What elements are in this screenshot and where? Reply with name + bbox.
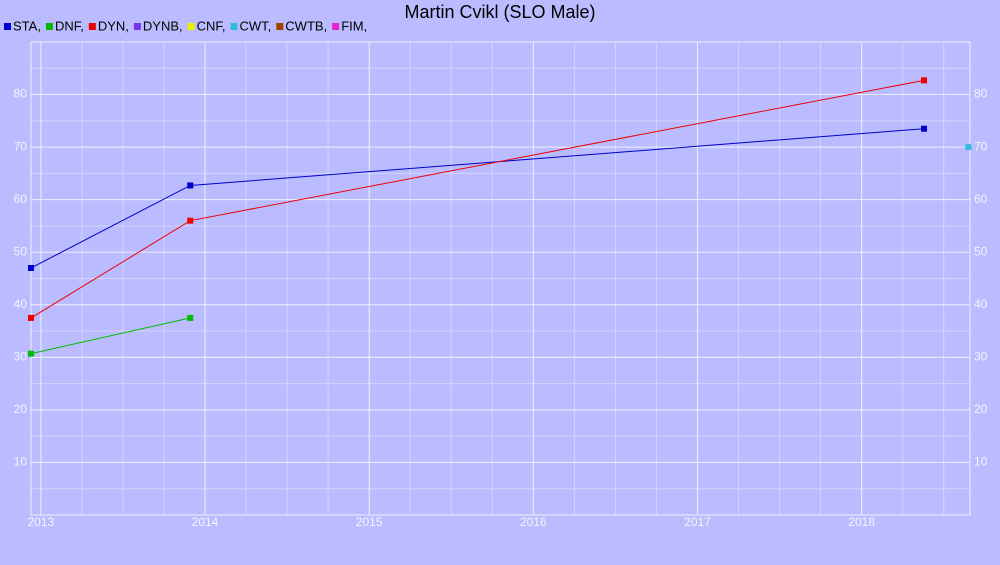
data-point (28, 264, 34, 271)
y-tick-label: 70 (14, 139, 28, 153)
y-tick-label: 40 (14, 297, 28, 311)
data-point (965, 144, 972, 151)
plot-border (30, 41, 971, 516)
legend-label: FIM, (341, 18, 367, 33)
y-tick-label-right: 40 (974, 297, 988, 311)
x-tick-label: 2017 (684, 515, 711, 529)
legend-label: DYNB, (143, 18, 183, 33)
legend-label: CWT, (240, 18, 272, 33)
y-tick-label: 50 (14, 244, 28, 258)
legend-label: STA, (13, 18, 41, 33)
data-point (921, 125, 928, 132)
legend-label: CWTB, (285, 18, 327, 33)
y-tick-label-right: 50 (974, 244, 988, 258)
legend-swatch (230, 23, 238, 30)
x-tick-label: 2018 (848, 515, 875, 529)
legend-swatch (4, 23, 11, 30)
data-point (921, 77, 928, 84)
legend-label: CNF, (197, 18, 226, 33)
y-tick-label: 20 (14, 402, 28, 416)
y-tick-label: 30 (14, 350, 28, 364)
legend-swatch (133, 23, 141, 30)
legend-swatch (332, 23, 340, 30)
legend-swatch (88, 23, 96, 30)
y-tick-label: 60 (14, 192, 28, 206)
data-point (187, 217, 194, 224)
y-tick-label: 10 (14, 455, 28, 469)
y-tick-label-right: 30 (974, 350, 988, 364)
data-point (28, 350, 34, 357)
y-tick-label: 80 (14, 87, 28, 101)
legend-swatch (45, 23, 53, 30)
chart-title: Martin Cvikl (SLO Male) (404, 2, 595, 22)
data-point (187, 314, 194, 321)
series-line (30, 317, 191, 355)
y-tick-label-right: 60 (974, 192, 988, 206)
x-tick-label: 2016 (520, 515, 547, 529)
legend-label: DNF, (55, 18, 84, 33)
legend-label: DYN, (98, 18, 129, 33)
data-point (187, 182, 194, 189)
data-point (28, 314, 34, 321)
legend-swatch (187, 23, 195, 30)
y-tick-label-right: 80 (974, 87, 988, 101)
x-tick-label: 2013 (27, 515, 54, 529)
x-tick-label: 2014 (192, 515, 219, 529)
y-tick-label-right: 20 (974, 402, 988, 416)
legend-swatch (276, 23, 284, 30)
x-tick-label: 2015 (356, 515, 383, 529)
y-tick-label-right: 70 (974, 139, 988, 153)
y-tick-label-right: 10 (974, 455, 988, 469)
